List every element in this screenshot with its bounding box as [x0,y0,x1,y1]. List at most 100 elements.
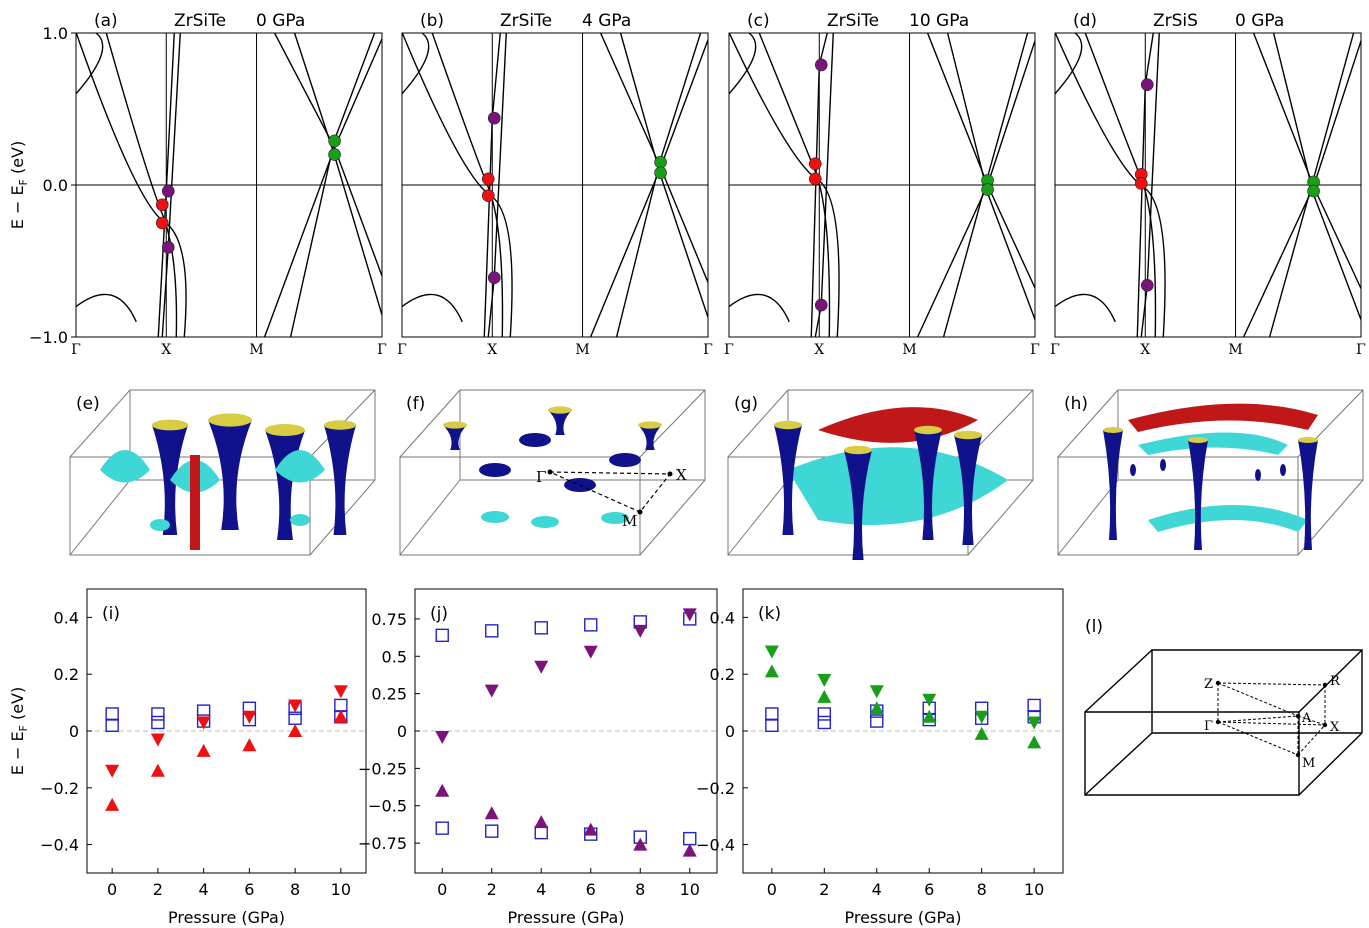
data-point-square [334,698,348,713]
kpath-label: Γ [1356,342,1366,358]
data-point-square [435,628,449,643]
y-label-sub: F [17,725,30,731]
material-name: ZrSiTe [827,11,879,31]
panel-letter: (c) [747,11,770,31]
panel-letter: (f) [406,394,425,414]
crossing-point [808,157,822,171]
crossing-point [155,198,169,212]
pocket-cap [1103,427,1123,433]
y-tick-label: 0.2 [710,665,735,684]
band-panel-b: Γ X M Γ (b) ZrSiTe 4 GPa [397,11,713,358]
crossing-point [487,111,501,125]
data-point-square [534,825,548,840]
bz-edge [1084,649,1153,713]
brillouin-zone-panel: (l) Z R A Γ X M [1084,617,1363,796]
band-line [729,33,757,95]
data-point-triangle-up [974,726,989,740]
crossing-point [328,148,341,161]
pocket-cap [548,406,572,414]
band-line [758,33,831,337]
panel-letter: (g) [734,394,758,414]
band-line [1055,33,1083,95]
crossing-point [1140,78,1154,91]
band-line [105,33,178,337]
x-tick-label: 2 [819,880,829,899]
y-tick-label: 0.75 [371,610,407,629]
bz-box-edge [1057,389,1119,458]
fermi-pocket [1298,440,1318,550]
fermi-surface-f: (f) Γ X M [399,389,706,556]
kpath-label: Γ [1030,342,1040,358]
y-tick-label: 0.2 [54,665,79,684]
data-point-triangle-up [333,709,348,723]
data-point-square [435,821,449,835]
blue-pocket [1160,459,1166,471]
fermi-pocket [774,425,802,535]
y-tick-label: −0.4 [696,836,735,855]
data-point-square [584,618,598,632]
x-tick-label: 6 [924,880,934,899]
x-tick-label: 2 [153,880,163,899]
bz-back [1151,649,1363,733]
x-tick-label: 8 [977,880,987,899]
data-point-triangle-up [105,797,120,811]
data-point-triangle-down [974,710,989,724]
band-line [402,33,430,95]
bz-point [1215,719,1221,725]
kpath-label: Γ [71,342,81,358]
pocket-cap [1188,437,1208,443]
y-label-sub: F [17,179,30,185]
data-point-triangle-down [435,730,450,744]
data-point-triangle-down [196,716,211,730]
cyan-sheet [100,450,150,483]
data-point-triangle-down [1027,716,1042,730]
bz-edge [1298,732,1363,796]
x-tick-label: 8 [635,880,645,899]
cyan-pocket [481,511,509,523]
data-point-triangle-down [333,685,348,699]
bz-path [1217,682,1326,686]
cyan-sheet [275,450,325,483]
data-point-triangle-down [764,645,779,659]
pocket-cap [914,425,942,435]
pocket-cap [774,420,802,430]
x-tick-label: 10 [331,880,351,899]
bz-point [1322,682,1328,688]
bz-box-edge [727,389,789,458]
pressure-label: 0 GPa [1235,11,1284,31]
band-line [273,33,382,279]
blue-pocket [479,463,511,477]
red-sheet [1128,403,1318,432]
fermi-pocket [548,410,572,435]
fermi-pocket [914,430,942,540]
x-tick-label: 4 [872,880,882,899]
fermi-pocket [1103,430,1123,540]
red-sheet [818,407,978,443]
data-point-triangle-up [1027,735,1042,749]
bz-point-label: A [1301,711,1312,726]
cyan-pocket [601,512,629,524]
bz-edge [1298,649,1363,713]
y-tick-label: 0.5 [382,647,407,666]
kpath-label: M [249,342,263,358]
high-symmetry-path [549,471,672,513]
data-point-triangle-up [682,843,697,857]
data-point-triangle-up [435,783,450,797]
data-point-triangle-up [583,822,598,836]
crossing-point [654,155,667,169]
bz-point [1295,752,1301,758]
kpath-label: Γ [724,342,734,358]
data-point-triangle-up [150,763,165,777]
data-point-triangle-up [764,664,779,678]
crossing-point [481,189,495,202]
data-point-triangle-down [869,685,884,699]
kpath-label: Γ [377,342,387,358]
band-line [431,33,504,337]
kpath-label: M [575,342,589,358]
panel-letter: (a) [94,11,118,31]
bz-box-edge [967,479,1034,556]
x-tick-label: 10 [1024,880,1044,899]
band-line [76,293,137,323]
bz-edge [1084,732,1153,796]
